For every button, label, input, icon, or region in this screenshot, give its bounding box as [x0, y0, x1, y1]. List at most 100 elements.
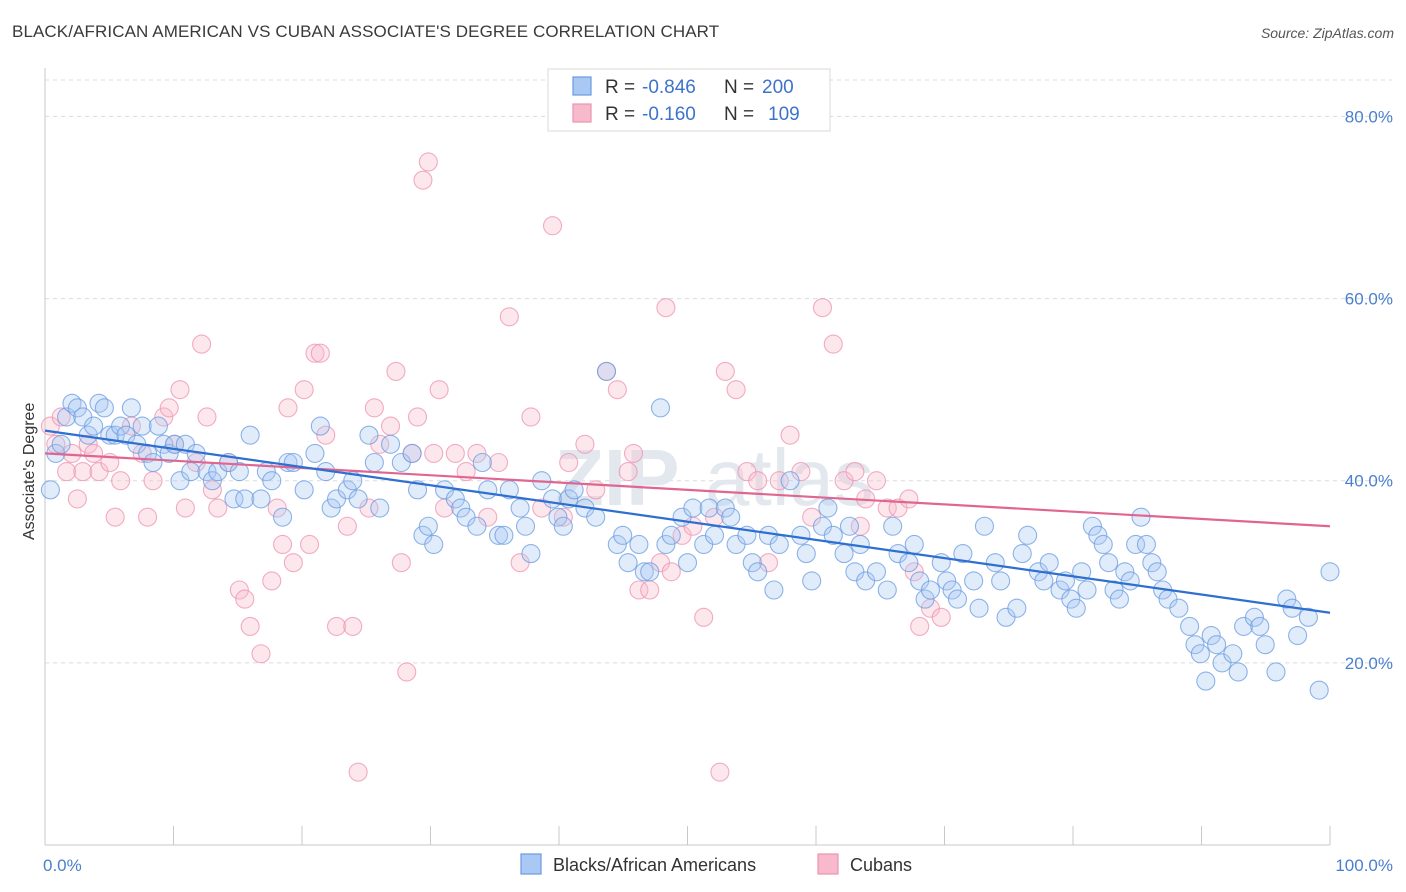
black-point [650, 398, 671, 418]
black-point [1104, 580, 1124, 600]
black-point [1142, 553, 1162, 573]
cuban-point [386, 361, 406, 381]
black-point [715, 498, 735, 518]
cuban-point [521, 407, 541, 427]
cuban-point [278, 398, 298, 418]
blacks-points [40, 361, 1340, 700]
black-point [1007, 598, 1027, 618]
black-point [629, 534, 649, 555]
cuban-point [904, 562, 924, 582]
cuban-point [273, 534, 293, 555]
legend-r-value: -0.160 [642, 104, 696, 125]
black-point [1039, 553, 1059, 573]
black-point [467, 516, 487, 536]
black-point [1131, 507, 1151, 527]
cuban-point [229, 580, 249, 600]
cuban-point [84, 443, 104, 463]
black-point [818, 498, 838, 518]
black-point [94, 398, 114, 418]
black-point [1109, 589, 1129, 609]
black-point [235, 489, 255, 509]
cuban-point [305, 343, 325, 363]
cuban-point [159, 398, 179, 418]
cuban-point [197, 407, 217, 427]
cuban-point [192, 334, 212, 354]
black-point [1228, 662, 1248, 682]
y-axis-label: Associate's Degree [21, 403, 38, 540]
black-point [40, 480, 60, 500]
legend-n-label: N = [724, 77, 754, 98]
black-point [985, 553, 1005, 573]
black-point [866, 562, 887, 582]
black-point [348, 489, 368, 509]
axes [44, 68, 1331, 846]
black-point [305, 443, 325, 463]
bottom-legend: Blacks/African Americans Cubans [520, 853, 912, 875]
black-point [451, 498, 471, 518]
y-tick-label: 60.0% [1345, 290, 1393, 309]
black-point [613, 525, 633, 545]
black-point [224, 489, 244, 509]
cuban-point [618, 462, 638, 482]
watermark-atlas: atlas [705, 433, 874, 522]
black-point [1201, 625, 1221, 646]
cuban-point [267, 498, 287, 518]
black-point [1320, 562, 1340, 582]
blacks-trend-line [44, 429, 1331, 614]
legend-n-value: 200 [762, 77, 794, 98]
black-point [515, 516, 536, 536]
cuban-point [327, 616, 347, 636]
black-point [262, 471, 282, 491]
bottom-legend-swatch-cubans [817, 853, 839, 875]
black-point [1277, 589, 1297, 609]
cuban-point [424, 443, 444, 463]
cuban-point [629, 580, 649, 600]
x-tick-label: 100.0% [1335, 856, 1393, 875]
black-point [915, 589, 935, 609]
black-point [1207, 635, 1227, 655]
black-point [84, 416, 104, 436]
cuban-point [391, 553, 411, 573]
y-tick-label: 40.0% [1345, 472, 1393, 491]
black-point [553, 516, 573, 536]
black-point [1082, 516, 1102, 536]
black-point [181, 462, 201, 482]
cuban-point [656, 298, 676, 318]
black-point [942, 580, 962, 600]
cuban-point [294, 380, 314, 400]
black-point [656, 534, 676, 555]
black-point [618, 553, 638, 573]
black-point [229, 462, 249, 482]
black-point [661, 525, 681, 545]
x-tick-label: 0.0% [43, 856, 82, 875]
legend-r-value: -0.846 [642, 77, 696, 98]
black-point [1309, 680, 1329, 700]
black-point [1147, 562, 1167, 582]
cuban-point [780, 425, 800, 445]
cuban-point [208, 498, 228, 518]
black-point [796, 544, 816, 564]
cuban-point [138, 507, 158, 527]
black-point [780, 471, 800, 491]
cuban-point [251, 644, 271, 664]
black-point [883, 516, 903, 536]
trend-lines [44, 429, 1331, 614]
black-point [834, 544, 854, 564]
cuban-point [283, 553, 303, 573]
cuban-point [710, 762, 730, 782]
black-point [143, 452, 163, 473]
cuban-point [143, 471, 163, 491]
legend-swatch-cubans [572, 103, 592, 123]
black-point [472, 452, 492, 473]
black-point [51, 434, 71, 454]
cuban-point [235, 589, 255, 609]
cuban-point [73, 462, 93, 482]
black-point [1066, 598, 1086, 618]
cubans-trend-line [44, 452, 1331, 528]
cuban-point [661, 562, 681, 582]
black-point [586, 507, 606, 527]
cuban-point [240, 616, 260, 636]
black-point [596, 361, 617, 381]
black-point [1196, 671, 1216, 691]
